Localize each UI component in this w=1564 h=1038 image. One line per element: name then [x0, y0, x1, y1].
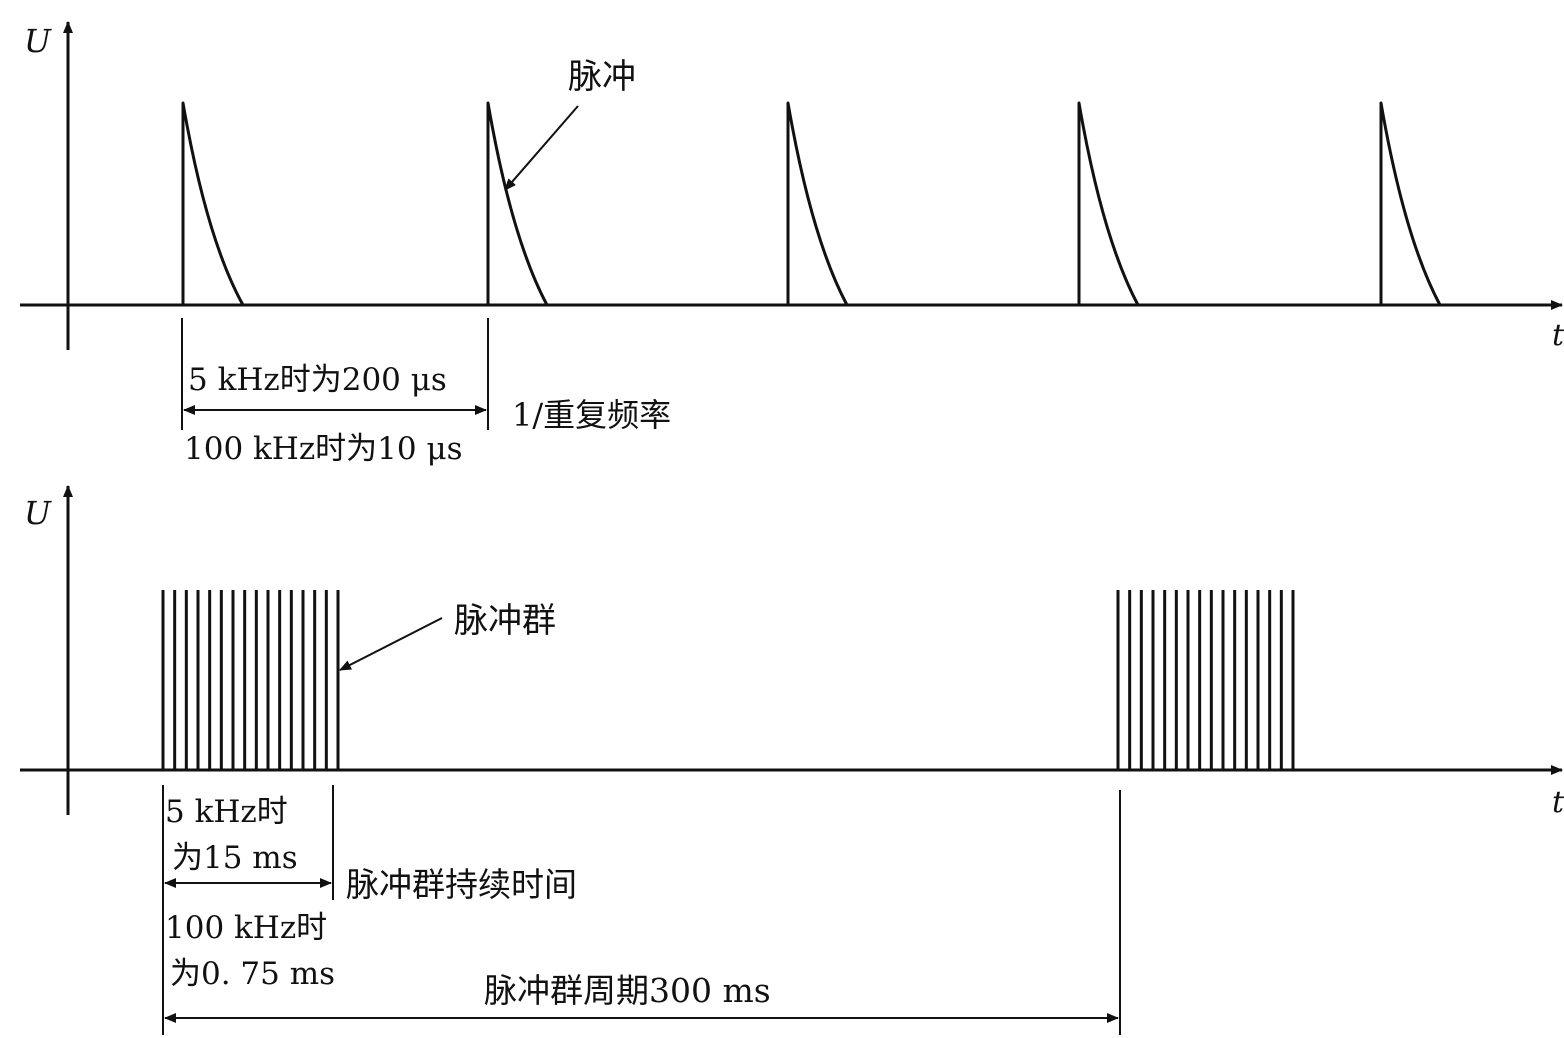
pulse-2 — [486, 101, 549, 306]
pulse-3 — [786, 101, 849, 306]
bottom-x-axis-label: t — [1552, 785, 1564, 820]
top-pulses — [181, 101, 1442, 306]
burst-label: 脉冲群 — [454, 601, 556, 641]
duration-5khz-line2: 为15 ms — [172, 840, 298, 876]
top-x-axis-label: t — [1552, 318, 1564, 353]
duration-100khz-line1: 100 kHz时 — [165, 910, 327, 946]
bottom-y-axis-label: U — [24, 494, 52, 532]
top-y-axis-label: U — [24, 22, 52, 60]
burst-period-label: 脉冲群周期300 ms — [484, 971, 771, 1010]
pulse-leader-arrow — [504, 105, 579, 191]
period-name: 1/重复频率 — [512, 396, 671, 434]
burst-2 — [1116, 590, 1295, 770]
pulse-label: 脉冲 — [568, 57, 636, 97]
duration-5khz-line1: 5 kHz时 — [165, 794, 288, 830]
burst-leader-arrow — [339, 617, 443, 671]
period-label-100khz: 100 kHz时为10 μs — [184, 431, 463, 467]
pulse-4 — [1077, 101, 1140, 306]
pulse-1 — [181, 101, 245, 306]
bottom-panel: U t 脉冲群 5 kHz时 为15 ms 脉冲群持续时间 100 kHz时 为… — [20, 485, 1564, 1035]
top-panel: U t 脉冲 5 kHz时为200 μs 100 kHz时为10 μs 1/重复… — [20, 21, 1564, 467]
duration-100khz-line2: 为0. 75 ms — [170, 956, 335, 992]
period-label-5khz: 5 kHz时为200 μs — [188, 362, 447, 398]
pulse-5 — [1379, 101, 1442, 306]
duration-name: 脉冲群持续时间 — [346, 865, 577, 904]
burst-1 — [161, 590, 340, 770]
